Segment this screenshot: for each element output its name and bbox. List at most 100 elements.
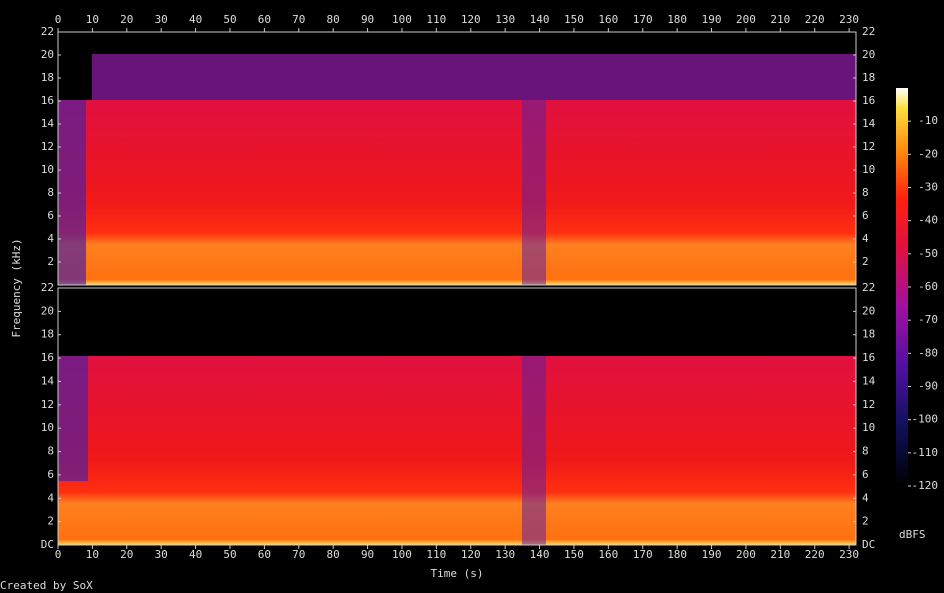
x-tick-label: 90	[361, 13, 374, 26]
y-tick-label: 22	[41, 25, 54, 38]
y-tick-label: 4	[862, 491, 869, 504]
y-tick-label: 8	[862, 445, 869, 458]
x-tick-label: 140	[530, 548, 550, 561]
y-tick-label: 4	[47, 232, 54, 245]
y-tick-label: 14	[41, 117, 55, 130]
y-tick-label: 20	[41, 304, 54, 317]
y-tick-label: 22	[862, 25, 875, 38]
y-axis-title: Frequency (kHz)	[10, 238, 23, 337]
colorbar	[896, 88, 908, 486]
y-tick-label: 4	[47, 491, 54, 504]
y-tick-label: 2	[47, 515, 54, 528]
x-tick-label: 90	[361, 548, 374, 561]
y-tick-label: 14	[41, 374, 55, 387]
x-tick-label: 60	[258, 13, 271, 26]
colorbar-tick-label: -70	[918, 313, 938, 326]
colorbar-tick-label: -40	[918, 214, 938, 227]
y-tick-label: 4	[862, 232, 869, 245]
x-tick-label: 150	[564, 548, 584, 561]
colorbar-tick-label: -30	[918, 181, 938, 194]
x-tick-label: 230	[839, 13, 859, 26]
y-tick-label: 6	[862, 209, 869, 222]
y-tick-label: 12	[862, 140, 875, 153]
y-tick-label: 10	[41, 163, 54, 176]
x-tick-label: 30	[155, 13, 168, 26]
x-tick-label: 180	[667, 13, 687, 26]
colorbar-tick-label: -50	[918, 247, 938, 260]
y-tick-label: 22	[41, 281, 54, 294]
y-tick-label: 16	[41, 94, 54, 107]
y-tick-label: 20	[862, 304, 875, 317]
y-tick-label: 14	[862, 117, 876, 130]
y-tick-label: 16	[862, 351, 875, 364]
x-tick-label: 80	[327, 548, 340, 561]
quiet-start	[58, 356, 88, 481]
x-tick-label: 160	[598, 548, 618, 561]
x-tick-label: 210	[770, 548, 790, 561]
x-tick-label: 170	[633, 548, 653, 561]
y-tick-label: 16	[41, 351, 54, 364]
y-tick-label: 12	[41, 398, 54, 411]
y-tick-label: 16	[862, 94, 875, 107]
quiet-start	[58, 100, 86, 285]
x-axis-title: Time (s)	[431, 567, 484, 580]
x-tick-label: 60	[258, 548, 271, 561]
x-tick-label: 10	[86, 13, 99, 26]
colorbar-tick-label: -90	[918, 380, 938, 393]
y-tick-label: 6	[47, 209, 54, 222]
x-tick-label: 20	[120, 13, 133, 26]
x-tick-label: 220	[805, 548, 825, 561]
x-tick-label: 160	[598, 13, 618, 26]
y-tick-label: 14	[862, 374, 876, 387]
y-tick-label: 12	[41, 140, 54, 153]
y-tick-label: 10	[862, 163, 875, 176]
x-tick-label: 170	[633, 13, 653, 26]
x-tick-label: 10	[86, 548, 99, 561]
frame	[57, 31, 857, 286]
colorbar-tick-label: -80	[918, 346, 938, 359]
y-tick-label: 10	[41, 421, 54, 434]
x-tick-label: 40	[189, 548, 202, 561]
x-tick-label: 130	[495, 548, 515, 561]
y-tick-label: 2	[862, 515, 869, 528]
x-tick-label: 0	[55, 548, 62, 561]
x-tick-label: 70	[292, 548, 305, 561]
quiet-gap	[522, 100, 546, 285]
spectrum	[58, 100, 856, 285]
spectrum	[58, 356, 856, 545]
x-tick-label: 190	[702, 548, 722, 561]
x-tick-label: 220	[805, 13, 825, 26]
x-tick-label: 70	[292, 13, 305, 26]
colorbar-tick-label: -110	[912, 446, 939, 459]
y-tick-label: 8	[862, 186, 869, 199]
x-tick-label: 150	[564, 13, 584, 26]
y-tick-label: 10	[862, 421, 875, 434]
x-tick-label: 200	[736, 548, 756, 561]
y-tick-label: 18	[862, 71, 875, 84]
x-tick-label: 100	[392, 13, 412, 26]
y-tick-label: 18	[41, 328, 54, 341]
y-tick-label: 12	[862, 398, 875, 411]
y-tick-label: 2	[862, 255, 869, 268]
y-tick-label: 6	[47, 468, 54, 481]
x-tick-label: 140	[530, 13, 550, 26]
x-tick-label: 40	[189, 13, 202, 26]
y-tick-label: 18	[41, 71, 54, 84]
x-tick-label: 110	[426, 548, 446, 561]
x-tick-label: 210	[770, 13, 790, 26]
x-tick-label: 0	[55, 13, 62, 26]
x-tick-label: 130	[495, 13, 515, 26]
x-tick-label: 30	[155, 548, 168, 561]
colorbar-tick-label: -60	[918, 280, 938, 293]
quiet-gap	[522, 356, 546, 545]
x-tick-label: 110	[426, 13, 446, 26]
y-tick-label: 22	[862, 281, 875, 294]
y-tick-label: 20	[862, 48, 875, 61]
x-tick-label: 20	[120, 548, 133, 561]
hf-noise	[92, 54, 856, 100]
x-tick-label: 190	[702, 13, 722, 26]
x-tick-label: 50	[223, 548, 236, 561]
y-tick-label: 8	[47, 186, 54, 199]
